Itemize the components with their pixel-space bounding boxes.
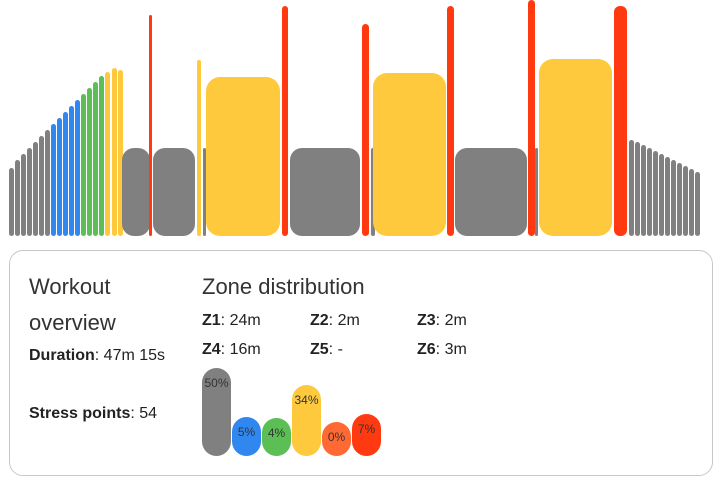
interval-bar	[659, 154, 664, 236]
zone-entry-z3: Z3: 2m	[417, 312, 467, 329]
zone-distribution-title: Zone distribution	[202, 274, 365, 299]
zone-time: 3m	[444, 341, 467, 358]
interval-bar	[373, 73, 446, 236]
zone-entry-z6: Z6: 3m	[417, 341, 467, 358]
zone-entry-z1: Z1: 24m	[202, 312, 261, 329]
interval-bar	[122, 148, 150, 236]
zone-bar-z2: 5%	[232, 416, 261, 456]
interval-bar	[539, 59, 612, 236]
workout-intensity-graph	[9, 0, 700, 236]
interval-bar	[653, 151, 658, 236]
zone-bar-z5: 0%	[322, 422, 351, 456]
interval-bar	[683, 166, 688, 236]
interval-bar	[629, 140, 634, 236]
zone-bar-label: 50%	[204, 376, 229, 390]
zone-label: Z3	[417, 312, 436, 329]
zone-bar-label: 5%	[237, 424, 256, 439]
duration-value: 47m 15s	[103, 347, 166, 364]
interval-bar	[677, 163, 682, 236]
interval-bar	[27, 148, 32, 236]
interval-bar	[75, 100, 80, 236]
interval-bar	[671, 160, 676, 236]
interval-bar	[203, 148, 206, 236]
zone-label: Z1	[202, 312, 221, 329]
interval-bar	[99, 76, 104, 236]
interval-bar	[282, 6, 288, 236]
zone-distribution-bars: 50% 5% 4% 34% 0% 7%	[202, 366, 392, 456]
interval-bar	[45, 130, 50, 236]
zone-bar-z3: 4%	[262, 417, 291, 456]
zone-bar-z6: 7%	[352, 414, 381, 456]
zone-entry-z5: Z5: -	[310, 341, 343, 358]
interval-bar	[153, 148, 195, 236]
zone-bar-label: 7%	[357, 422, 376, 437]
interval-bar	[528, 0, 535, 236]
interval-bar	[118, 70, 123, 236]
stress-points-value: 54	[139, 405, 158, 422]
interval-bar	[149, 15, 152, 236]
interval-bar	[535, 148, 538, 236]
zone-time: 2m	[444, 312, 467, 329]
stress-points-label: Stress points	[29, 405, 131, 422]
interval-bar	[447, 6, 454, 236]
zone-label: Z6	[417, 341, 436, 358]
interval-bar	[362, 24, 369, 236]
interval-bar	[641, 145, 646, 236]
interval-bar	[33, 142, 38, 236]
zone-label: Z2	[310, 312, 329, 329]
interval-bar	[105, 72, 110, 236]
interval-bar	[197, 60, 201, 236]
interval-bar	[57, 118, 62, 236]
zone-time: 2m	[337, 312, 360, 329]
zone-label: Z4	[202, 341, 221, 358]
interval-bar	[206, 77, 280, 236]
zone-label: Z5	[310, 341, 329, 358]
zone-bar-z1: 50%	[202, 368, 231, 456]
zone-bar-label: 34%	[294, 393, 319, 408]
zone-time: 16m	[229, 341, 261, 358]
interval-bar	[51, 124, 56, 236]
interval-bar	[15, 160, 20, 236]
interval-bar	[290, 148, 360, 236]
interval-bar	[93, 82, 98, 236]
interval-bar	[81, 94, 86, 236]
interval-bar	[614, 6, 627, 236]
zone-entry-z4: Z4: 16m	[202, 341, 261, 358]
interval-bar	[647, 148, 652, 236]
zone-time: -	[337, 341, 343, 358]
workout-overview-card: Workout overview Duration: 47m 15s Stres…	[9, 250, 713, 476]
interval-bar	[689, 169, 694, 236]
interval-bar	[455, 148, 527, 236]
interval-bar	[21, 154, 26, 236]
duration-stat: Duration: 47m 15s	[29, 347, 166, 364]
zone-bar-label: 0%	[327, 430, 346, 444]
interval-bar	[69, 106, 74, 236]
interval-bar	[87, 88, 92, 236]
interval-bar	[9, 168, 14, 236]
interval-bar	[665, 157, 670, 236]
zone-entry-z2: Z2: 2m	[310, 312, 360, 329]
interval-bar	[63, 112, 68, 236]
interval-bar	[112, 68, 117, 236]
zone-bar-z4: 34%	[292, 385, 321, 456]
stress-points-stat: Stress points: 54	[29, 405, 158, 422]
interval-bar	[695, 172, 700, 236]
duration-label: Duration	[29, 347, 95, 364]
zone-bar-label: 4%	[267, 425, 286, 440]
interval-bar	[635, 142, 640, 236]
workout-overview-title: Workout overview	[29, 274, 116, 335]
zone-time: 24m	[229, 312, 261, 329]
interval-bar	[39, 136, 44, 236]
